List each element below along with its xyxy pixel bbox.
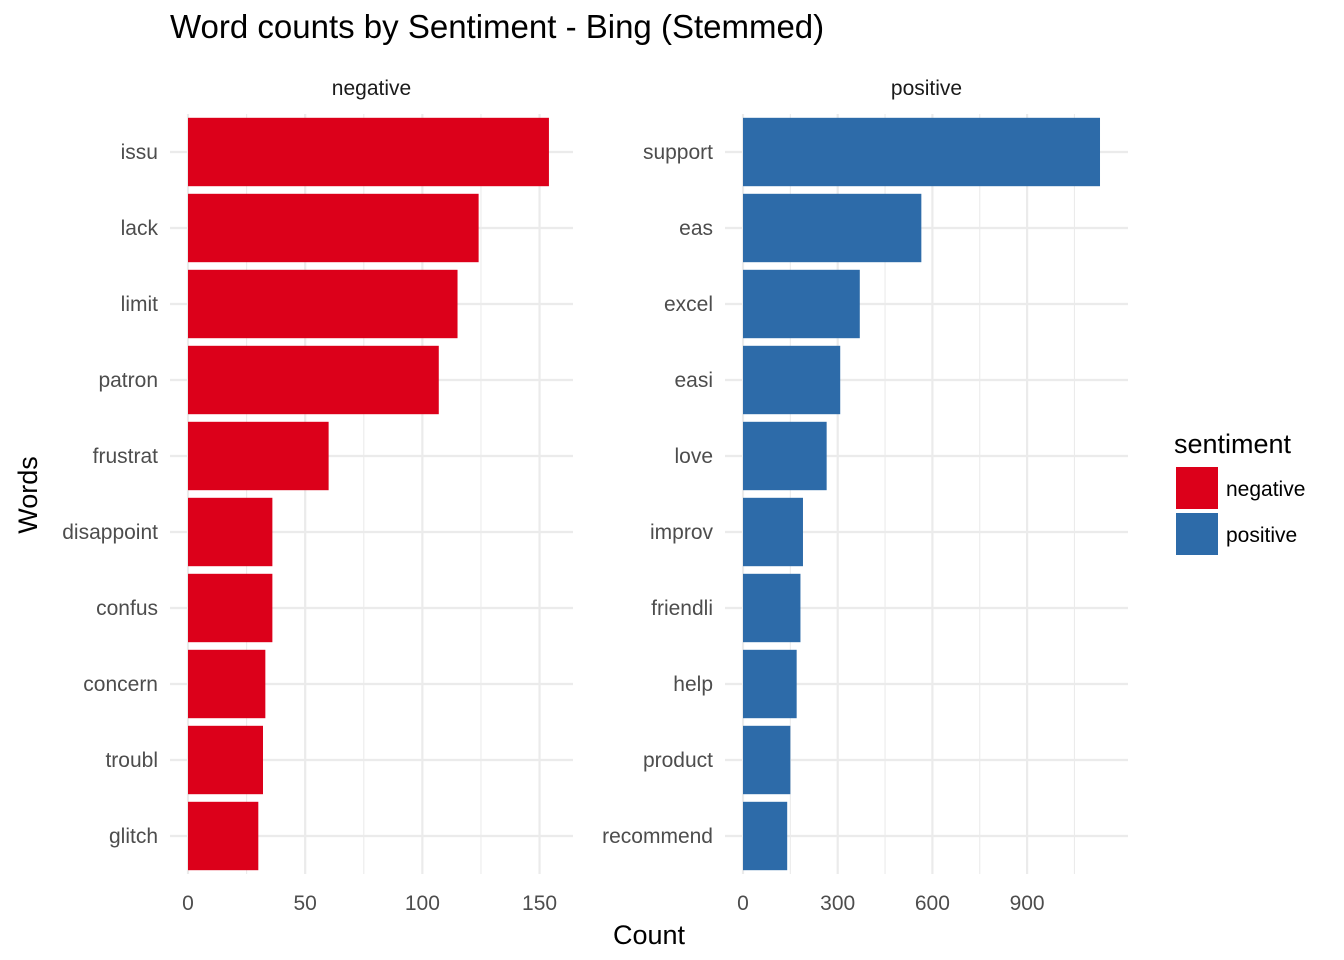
bar-negative-lack	[188, 193, 479, 263]
facets: negative issu lack limit patron frustrat disap…	[62, 77, 1128, 915]
legend-title: sentiment	[1174, 429, 1292, 459]
legend-label-positive: positive	[1226, 524, 1297, 547]
y-tick-label: glitch	[109, 825, 158, 848]
bar-negative-troubl	[188, 725, 263, 795]
y-tick-label: confus	[96, 597, 158, 620]
bar-positive-improv	[743, 497, 803, 567]
legend-swatch-positive	[1176, 513, 1218, 555]
y-tick-label: issu	[121, 141, 158, 164]
legend-label-negative: negative	[1226, 478, 1305, 501]
x-tick-label: 50	[294, 892, 317, 915]
legend-swatch-negative	[1176, 467, 1218, 509]
facet-positive: positive support eas excel easi love improv fri…	[602, 77, 1128, 915]
bar-negative-patron	[188, 345, 439, 415]
bar-negative-limit	[188, 269, 458, 339]
y-tick-label: concern	[83, 673, 158, 696]
y-tick-label: frustrat	[93, 445, 159, 468]
y-tick-label: disappoint	[62, 521, 158, 544]
bar-positive-friendli	[743, 573, 801, 643]
bar-negative-glitch	[188, 801, 259, 871]
x-tick-label: 0	[737, 892, 749, 915]
x-tick-label: 900	[1010, 892, 1045, 915]
bar-positive-excel	[743, 269, 860, 339]
y-tick-label: love	[674, 445, 713, 468]
y-tick-label: support	[643, 141, 713, 164]
y-tick-label: help	[673, 673, 713, 696]
legend: sentiment negative positive	[1174, 429, 1305, 555]
bar-negative-disappoint	[188, 497, 273, 567]
x-tick-label: 0	[182, 892, 194, 915]
bar-positive-easi	[743, 345, 841, 415]
x-tick-label: 300	[820, 892, 855, 915]
y-tick-label: improv	[650, 521, 714, 544]
bar-positive-help	[743, 649, 797, 719]
x-axis-title: Count	[613, 920, 686, 950]
bar-positive-eas	[743, 193, 922, 263]
y-tick-label: eas	[679, 217, 713, 240]
y-tick-label: recommend	[602, 825, 713, 848]
y-tick-label: lack	[121, 217, 159, 240]
bar-negative-issu	[188, 117, 549, 187]
facet-label-negative: negative	[332, 77, 411, 100]
y-tick-label: product	[643, 749, 713, 772]
facet-negative: negative issu lack limit patron frustrat disap…	[62, 77, 573, 915]
bar-negative-confus	[188, 573, 273, 643]
chart-title: Word counts by Sentiment - Bing (Stemmed…	[170, 8, 824, 45]
bar-positive-product	[743, 725, 791, 795]
y-axis-title: Words	[13, 456, 43, 534]
bar-positive-love	[743, 421, 827, 491]
y-tick-label: troubl	[105, 749, 158, 772]
y-tick-label: limit	[121, 293, 158, 316]
y-tick-label: easi	[674, 369, 713, 392]
y-tick-label: patron	[98, 369, 158, 392]
x-tick-label: 100	[405, 892, 440, 915]
y-tick-label: friendli	[651, 597, 713, 620]
x-tick-label: 600	[915, 892, 950, 915]
bar-negative-frustrat	[188, 421, 329, 491]
facet-label-positive: positive	[891, 77, 962, 100]
bar-negative-concern	[188, 649, 266, 719]
x-tick-label: 150	[522, 892, 557, 915]
bar-positive-recommend	[743, 801, 788, 871]
y-tick-label: excel	[664, 293, 713, 316]
bar-positive-support	[743, 117, 1101, 187]
